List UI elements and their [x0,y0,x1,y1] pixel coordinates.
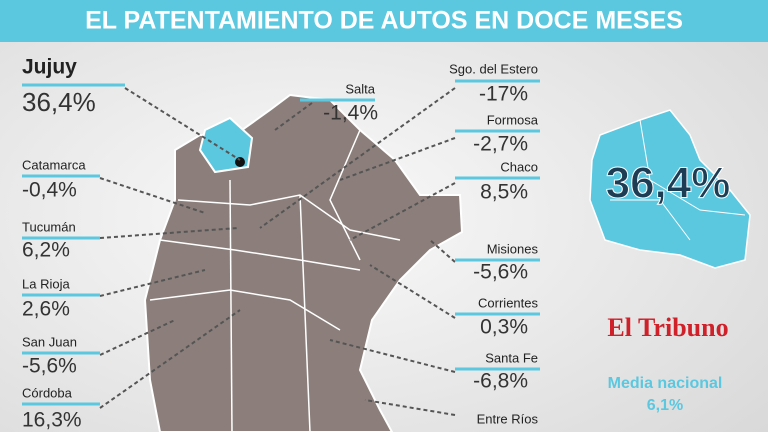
province-value: -5,6% [22,355,77,378]
province-name: La Rioja [22,276,70,291]
province-value: -1,4% [323,102,378,125]
province-name: Santa Fe [485,350,538,365]
province-name: Formosa [487,112,539,127]
leaders [99,87,456,416]
province-name: Entre Ríos [477,411,539,426]
right-labels: Salta -1,4% Sgo. del Estero -17% Formosa… [300,61,540,426]
province-name: Catamarca [22,157,86,172]
highlight-panel: 36,4% El Tribuno Media nacional 6,1% [589,109,751,414]
title-bar [0,0,768,42]
province-value: 36,4% [22,87,96,117]
province-value: 2,6% [22,298,70,321]
province-name: Sgo. del Estero [449,61,538,76]
logo: El Tribuno [607,313,728,342]
national-label: Media nacional [608,375,723,392]
province-value: -5,6% [473,261,528,284]
province-name: Jujuy [22,56,77,79]
province-name: Tucumán [22,219,76,234]
province-name: Misiones [487,241,539,256]
province-value: 6,2% [22,239,70,262]
left-labels: Jujuy 36,4% Catamarca -0,4% Tucumán 6,2%… [22,56,125,432]
map [143,93,464,432]
province-name: Chaco [500,159,538,174]
province-value: -6,8% [473,370,528,393]
province-name: Salta [345,81,375,96]
province-name: Corrientes [478,295,538,310]
province-value: 0,3% [480,316,528,339]
highlight-value: 36,4% [606,159,731,208]
province-value: -0,4% [22,179,77,202]
province-value: 8,5% [480,181,528,204]
province-name: San Juan [22,334,77,349]
title: EL PATENTAMIENTO DE AUTOS EN DOCE MESES [85,7,683,35]
province-value: -2,7% [473,133,528,156]
national-value: 6,1% [647,397,683,414]
province-name: Córdoba [22,385,73,400]
province-value: -17% [479,83,528,106]
province-value: 16,3% [22,409,82,432]
